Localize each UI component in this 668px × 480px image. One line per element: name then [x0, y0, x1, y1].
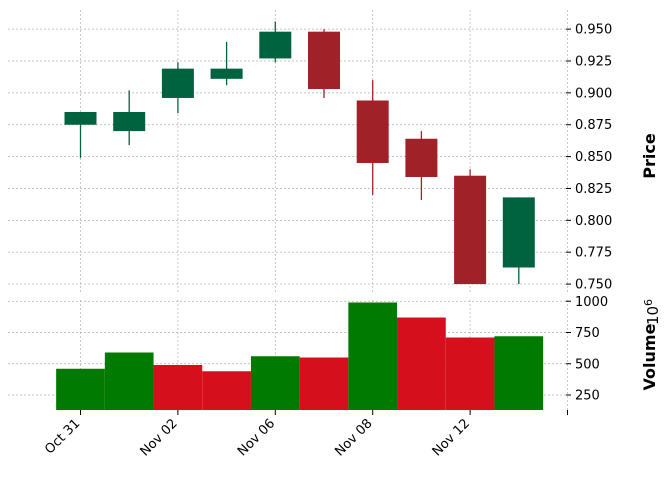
candle-body	[161, 68, 194, 98]
price-tick-label: 0.850	[575, 150, 612, 165]
volume-multiplier-label: 106	[642, 299, 662, 325]
price-tick-label: 0.900	[575, 86, 612, 101]
volume-panel	[56, 302, 544, 410]
x-tick-label: Nov 12	[430, 416, 473, 459]
volume-bar	[104, 352, 154, 410]
price-tick-label: 0.950	[575, 23, 612, 38]
x-tick-label: Nov 06	[235, 416, 278, 459]
candle-body	[64, 111, 97, 125]
volume-tick-label: 500	[575, 357, 600, 372]
volume-tick-label: 250	[575, 389, 600, 404]
volume-bar	[56, 368, 105, 410]
volume-bar	[348, 302, 398, 410]
volume-tick-label: 750	[575, 326, 600, 341]
volume-bar	[299, 357, 349, 410]
price-panel	[64, 21, 535, 285]
candle-body	[454, 175, 487, 285]
price-tick-label: 0.750	[575, 278, 612, 293]
volume-axis-label: Volume	[640, 323, 659, 390]
candle-body	[405, 138, 438, 177]
price-tick-label: 0.775	[575, 246, 612, 261]
x-tick-label: Oct 31	[42, 416, 83, 457]
volume-tick-label: 1000	[575, 295, 608, 310]
candle-body	[356, 100, 389, 163]
price-tick-label: 0.825	[575, 182, 612, 197]
candle-body	[259, 31, 292, 59]
volume-bar	[250, 356, 300, 410]
candle-body	[502, 197, 535, 268]
candle-body	[210, 68, 243, 79]
x-tick-label: Nov 08	[332, 416, 375, 459]
price-tick-label: 0.925	[575, 54, 612, 69]
price-axis-label: Price	[640, 133, 659, 179]
volume-bar	[445, 337, 495, 410]
volume-bar	[397, 317, 446, 410]
volume-bar	[202, 371, 251, 410]
candle-body	[113, 111, 146, 132]
price-tick-label: 0.875	[575, 118, 612, 133]
x-tick-label: Nov 02	[138, 416, 181, 459]
volume-bar	[494, 336, 544, 410]
price-tick-label: 0.800	[575, 214, 612, 229]
volume-bar	[153, 365, 203, 410]
candle-body	[308, 31, 340, 90]
